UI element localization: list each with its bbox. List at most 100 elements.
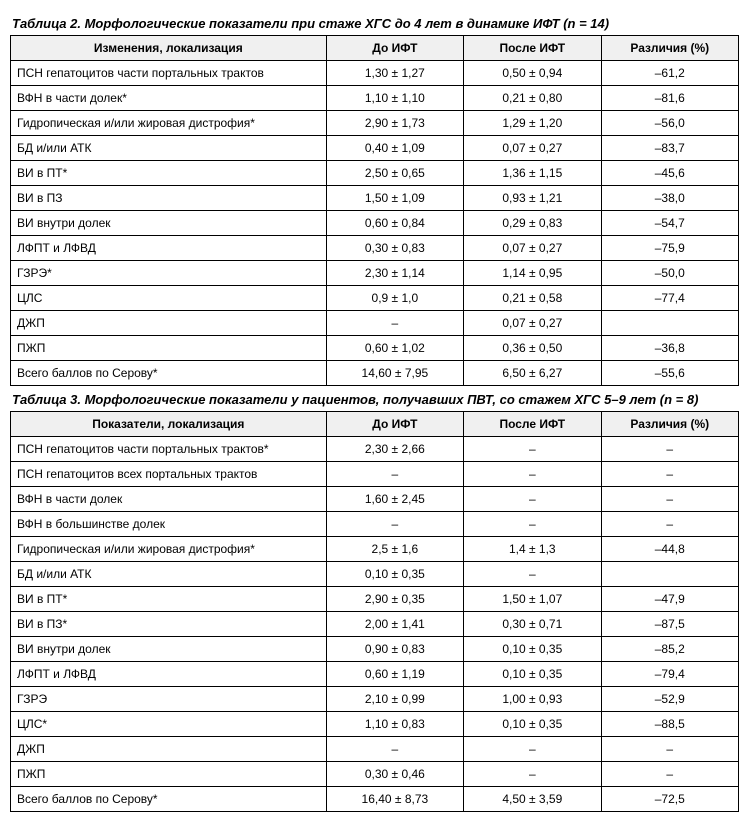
table-row: Всего баллов по Серову*16,40 ± 8,734,50 … xyxy=(11,787,739,812)
table2-h1: До ИФТ xyxy=(326,36,463,61)
table2-h3: Различия (%) xyxy=(601,36,738,61)
row-value: –47,9 xyxy=(601,587,738,612)
row-value: 0,60 ± 1,02 xyxy=(326,336,463,361)
table-row: ЛФПТ и ЛФВД0,60 ± 1,190,10 ± 0,35–79,4 xyxy=(11,662,739,687)
row-value: 6,50 ± 6,27 xyxy=(464,361,601,386)
row-value: – xyxy=(326,462,463,487)
row-value: 0,36 ± 0,50 xyxy=(464,336,601,361)
row-value: 0,21 ± 0,80 xyxy=(464,86,601,111)
row-label: Всего баллов по Серову* xyxy=(11,787,327,812)
row-value: –61,2 xyxy=(601,61,738,86)
row-value: –45,6 xyxy=(601,161,738,186)
row-value: –79,4 xyxy=(601,662,738,687)
row-value: 0,90 ± 0,83 xyxy=(326,637,463,662)
table-row: ПЖП0,60 ± 1,020,36 ± 0,50–36,8 xyxy=(11,336,739,361)
row-value: 1,36 ± 1,15 xyxy=(464,161,601,186)
row-value: – xyxy=(464,512,601,537)
row-label: ВФН в большинстве долек xyxy=(11,512,327,537)
table-row: ВИ внутри долек0,90 ± 0,830,10 ± 0,35–85… xyxy=(11,637,739,662)
table-row: ЦЛС0,9 ± 1,00,21 ± 0,58–77,4 xyxy=(11,286,739,311)
row-label: ПЖП xyxy=(11,762,327,787)
row-label: ВИ внутри долек xyxy=(11,637,327,662)
row-label: ВИ в ПЗ xyxy=(11,186,327,211)
row-value: –38,0 xyxy=(601,186,738,211)
row-value: 2,30 ± 1,14 xyxy=(326,261,463,286)
row-value: 2,00 ± 1,41 xyxy=(326,612,463,637)
row-label: ВФН в части долек xyxy=(11,487,327,512)
table-row: ВИ в ПТ*2,50 ± 0,651,36 ± 1,15–45,6 xyxy=(11,161,739,186)
row-value: –87,5 xyxy=(601,612,738,637)
row-value: 0,07 ± 0,27 xyxy=(464,136,601,161)
table-row: ПСН гепатоцитов части портальных трактов… xyxy=(11,437,739,462)
row-label: БД и/или АТК xyxy=(11,136,327,161)
row-label: ЛФПТ и ЛФВД xyxy=(11,236,327,261)
row-label: ПСН гепатоцитов части портальных трактов… xyxy=(11,437,327,462)
row-value: 0,07 ± 0,27 xyxy=(464,236,601,261)
row-value: –83,7 xyxy=(601,136,738,161)
row-label: ВИ в ПТ* xyxy=(11,587,327,612)
row-value: 1,00 ± 0,93 xyxy=(464,687,601,712)
table2-header-row: Изменения, локализация До ИФТ После ИФТ … xyxy=(11,36,739,61)
row-value: 14,60 ± 7,95 xyxy=(326,361,463,386)
table-row: ВФН в части долек1,60 ± 2,45–– xyxy=(11,487,739,512)
row-value: – xyxy=(464,562,601,587)
row-value: 0,07 ± 0,27 xyxy=(464,311,601,336)
table-row: ВИ в ПТ*2,90 ± 0,351,50 ± 1,07–47,9 xyxy=(11,587,739,612)
row-value: 1,50 ± 1,07 xyxy=(464,587,601,612)
table2-h0: Изменения, локализация xyxy=(11,36,327,61)
row-value xyxy=(601,311,738,336)
row-value: – xyxy=(601,737,738,762)
row-value: – xyxy=(601,487,738,512)
row-label: ВИ в ПТ* xyxy=(11,161,327,186)
row-label: ВИ внутри долек xyxy=(11,211,327,236)
row-value: – xyxy=(601,512,738,537)
row-label: ЛФПТ и ЛФВД xyxy=(11,662,327,687)
row-value: –72,5 xyxy=(601,787,738,812)
row-value: 0,30 ± 0,83 xyxy=(326,236,463,261)
row-value: 1,50 ± 1,09 xyxy=(326,186,463,211)
row-value: 0,10 ± 0,35 xyxy=(464,662,601,687)
table-row: ЦЛС*1,10 ± 0,830,10 ± 0,35–88,5 xyxy=(11,712,739,737)
row-label: Гидропическая и/или жировая дистрофия* xyxy=(11,111,327,136)
row-value: – xyxy=(464,762,601,787)
table-row: Гидропическая и/или жировая дистрофия*2,… xyxy=(11,537,739,562)
row-value: –85,2 xyxy=(601,637,738,662)
row-value: –54,7 xyxy=(601,211,738,236)
table-row: ПСН гепатоцитов всех портальных трактов–… xyxy=(11,462,739,487)
row-label: ПЖП xyxy=(11,336,327,361)
row-value: 0,10 ± 0,35 xyxy=(326,562,463,587)
table-row: ГЗРЭ2,10 ± 0,991,00 ± 0,93–52,9 xyxy=(11,687,739,712)
row-label: ВИ в ПЗ* xyxy=(11,612,327,637)
table-row: ВФН в большинстве долек––– xyxy=(11,512,739,537)
row-value: 0,60 ± 0,84 xyxy=(326,211,463,236)
row-value: 4,50 ± 3,59 xyxy=(464,787,601,812)
row-value: 2,90 ± 0,35 xyxy=(326,587,463,612)
row-label: Гидропическая и/или жировая дистрофия* xyxy=(11,537,327,562)
table3-title: Таблица 3. Морфологические показатели у … xyxy=(12,392,739,407)
row-value: –52,9 xyxy=(601,687,738,712)
row-value: 2,90 ± 1,73 xyxy=(326,111,463,136)
row-value: 1,29 ± 1,20 xyxy=(464,111,601,136)
table3-h1: До ИФТ xyxy=(326,412,463,437)
row-value: 2,30 ± 2,66 xyxy=(326,437,463,462)
table2-title: Таблица 2. Морфологические показатели пр… xyxy=(12,16,739,31)
table3-header-row: Показатели, локализация До ИФТ После ИФТ… xyxy=(11,412,739,437)
row-value: 0,30 ± 0,46 xyxy=(326,762,463,787)
row-value: 0,29 ± 0,83 xyxy=(464,211,601,236)
row-value: 1,30 ± 1,27 xyxy=(326,61,463,86)
table-row: ВИ в ПЗ1,50 ± 1,090,93 ± 1,21–38,0 xyxy=(11,186,739,211)
row-value: – xyxy=(601,762,738,787)
row-value: – xyxy=(601,437,738,462)
row-value: – xyxy=(601,462,738,487)
row-label: ЦЛС xyxy=(11,286,327,311)
table-row: ГЗРЭ*2,30 ± 1,141,14 ± 0,95–50,0 xyxy=(11,261,739,286)
row-value: 2,5 ± 1,6 xyxy=(326,537,463,562)
row-value: 2,50 ± 0,65 xyxy=(326,161,463,186)
row-value: –75,9 xyxy=(601,236,738,261)
row-value: 0,10 ± 0,35 xyxy=(464,712,601,737)
row-value: – xyxy=(464,487,601,512)
row-value: 1,10 ± 0,83 xyxy=(326,712,463,737)
row-value: – xyxy=(326,311,463,336)
row-value: –55,6 xyxy=(601,361,738,386)
row-label: ДЖП xyxy=(11,737,327,762)
